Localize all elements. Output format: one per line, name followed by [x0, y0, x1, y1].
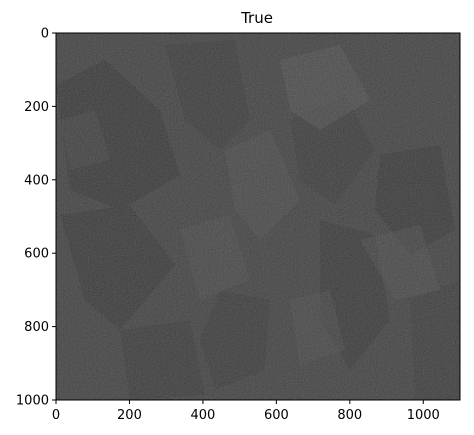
image-axes-frame	[55, 32, 461, 401]
x-tick-label: 200	[117, 408, 142, 423]
y-tick-label: 200	[24, 100, 49, 115]
y-tick-label: 600	[24, 247, 49, 262]
figure-title: True	[240, 9, 273, 27]
y-tick-label: 0	[41, 27, 49, 42]
x-tick-label: 1000	[407, 408, 440, 423]
x-tick-label: 0	[52, 408, 60, 423]
terrain-image	[56, 33, 460, 400]
x-axis-ticks: 0 200 400 600 800 1000	[52, 400, 440, 423]
x-tick-label: 600	[264, 408, 289, 423]
y-axis-ticks: 0 200 400 600 800 1000	[16, 27, 56, 409]
y-tick-label: 800	[24, 320, 49, 335]
x-tick-label: 800	[337, 408, 362, 423]
y-tick-label: 1000	[16, 394, 49, 409]
x-tick-label: 400	[190, 408, 215, 423]
y-tick-label: 400	[24, 173, 49, 188]
